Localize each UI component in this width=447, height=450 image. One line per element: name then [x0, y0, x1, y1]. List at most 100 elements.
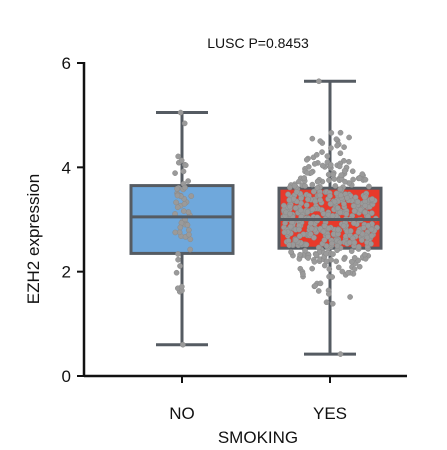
data-point [305, 255, 312, 261]
data-point [287, 203, 293, 210]
box-group-yes [277, 78, 383, 357]
data-point [309, 265, 316, 272]
data-point [369, 196, 376, 202]
data-point [348, 248, 355, 254]
data-point [336, 163, 343, 170]
data-point [177, 263, 183, 269]
data-point [368, 210, 375, 216]
data-point [185, 209, 192, 215]
data-point [281, 229, 288, 236]
data-point [351, 208, 358, 214]
data-point [296, 178, 302, 185]
data-point [174, 204, 181, 211]
data-point [174, 192, 181, 199]
data-point [182, 162, 189, 169]
data-point [308, 225, 315, 232]
data-point [180, 208, 187, 214]
data-point [326, 266, 333, 272]
data-point [351, 239, 358, 246]
x-tick-label: NO [169, 404, 195, 423]
data-point [296, 226, 302, 233]
data-point [364, 234, 371, 241]
data-point [365, 222, 372, 229]
data-point [327, 193, 333, 199]
y-tick-label: 0 [62, 367, 71, 386]
data-point [341, 256, 348, 262]
data-point [314, 185, 321, 191]
data-point [172, 170, 178, 176]
data-point [181, 120, 188, 127]
data-point [328, 130, 335, 136]
data-point [302, 183, 308, 189]
data-point [362, 209, 368, 216]
data-point [316, 78, 322, 85]
data-point [305, 196, 311, 203]
data-point [319, 162, 326, 169]
points-no [172, 109, 195, 348]
data-point [181, 201, 188, 207]
data-point [354, 198, 361, 205]
data-point [337, 129, 344, 136]
data-point [350, 176, 356, 183]
data-point [350, 203, 357, 209]
data-point [341, 201, 347, 207]
data-point [310, 188, 317, 195]
data-point [325, 291, 332, 297]
data-point [287, 210, 293, 217]
data-point [287, 223, 294, 230]
data-point [319, 149, 325, 155]
data-point [291, 182, 298, 189]
data-point [343, 211, 350, 217]
data-point [325, 225, 332, 232]
data-point [282, 220, 288, 226]
data-point [317, 197, 324, 203]
data-point [292, 237, 299, 243]
data-point [173, 269, 180, 276]
data-point [303, 241, 310, 248]
data-point [304, 209, 311, 215]
data-point [293, 189, 300, 195]
data-point [280, 202, 287, 209]
data-point [332, 183, 339, 189]
data-point [346, 134, 352, 141]
data-point [304, 169, 311, 176]
y-tick-label: 2 [62, 263, 71, 282]
data-point [309, 135, 316, 142]
data-point [348, 258, 355, 265]
y-tick-label: 6 [62, 54, 71, 73]
data-point [335, 226, 341, 233]
data-point [297, 251, 303, 258]
data-point [175, 251, 181, 257]
y-tick-label: 4 [62, 158, 71, 177]
data-point [356, 175, 363, 182]
data-point [351, 266, 358, 272]
data-point [301, 175, 308, 181]
data-point [323, 258, 330, 265]
data-point [321, 237, 328, 243]
data-point [184, 222, 191, 228]
data-point [345, 269, 351, 276]
data-point [329, 240, 335, 247]
data-point [361, 194, 368, 201]
data-point [340, 223, 347, 229]
data-point [313, 151, 320, 158]
data-point [325, 233, 331, 240]
data-point [297, 207, 304, 214]
data-point [312, 198, 319, 205]
data-point [178, 157, 185, 164]
data-point [175, 153, 182, 160]
data-point [173, 199, 179, 206]
data-point [355, 243, 362, 250]
data-point [330, 171, 337, 178]
data-point [323, 299, 330, 306]
data-point [327, 161, 334, 168]
x-axis-ticks: NO YES [169, 376, 347, 423]
y-axis-label: EZH2 expression [24, 174, 43, 304]
data-point [349, 168, 356, 175]
data-point [333, 258, 340, 265]
data-point [368, 226, 375, 233]
data-point [298, 195, 304, 202]
x-tick-label: YES [313, 404, 347, 423]
data-point [361, 251, 368, 258]
